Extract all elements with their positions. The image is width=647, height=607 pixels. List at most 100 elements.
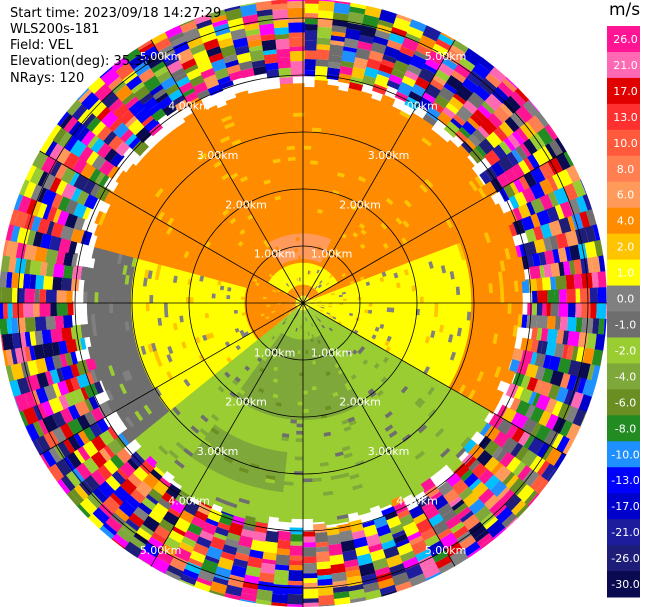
velocity-gate: [393, 312, 398, 319]
velocity-gate: [353, 297, 359, 301]
velocity-gate: [490, 240, 498, 254]
velocity-gate: [500, 356, 509, 371]
velocity-gate: [364, 111, 377, 120]
velocity-gate: [412, 221, 421, 231]
velocity-gate: [439, 356, 447, 367]
velocity-gate: [460, 294, 465, 305]
velocity-gate: [514, 303, 520, 316]
velocity-gate: [387, 298, 392, 304]
velocity-gate: [489, 293, 494, 305]
noise-gate: [167, 554, 188, 572]
noise-gate: [590, 303, 597, 321]
velocity-gate: [432, 354, 440, 364]
velocity-gate: [303, 174, 311, 179]
noise-gate: [60, 325, 73, 342]
noise-gate: [13, 208, 29, 229]
velocity-gate: [483, 221, 492, 234]
velocity-gate: [306, 383, 312, 388]
velocity-gate: [444, 142, 457, 155]
noise-gate: [46, 219, 56, 236]
noise-gate: [418, 34, 439, 52]
velocity-gate: [316, 296, 321, 299]
velocity-gate: [393, 199, 403, 208]
noise-gate: [162, 569, 181, 583]
velocity-gate: [370, 283, 375, 290]
noise-gate: [447, 496, 463, 509]
velocity-gate: [303, 90, 316, 95]
velocity-gate: [496, 344, 504, 358]
velocity-gate: [309, 178, 317, 184]
noise-gate: [89, 167, 103, 183]
noise-gate: [381, 599, 403, 607]
noise-gate: [313, 541, 329, 548]
noise-gate: [124, 114, 139, 128]
velocity-gate: [496, 303, 501, 315]
velocity-gate: [317, 205, 325, 211]
velocity-gate: [303, 229, 308, 234]
noise-gate: [189, 74, 207, 88]
noise-gate: [146, 535, 164, 550]
velocity-gate: [439, 222, 448, 233]
velocity-gate: [493, 250, 501, 264]
noise-gate: [498, 489, 516, 507]
velocity-gate: [306, 301, 311, 303]
velocity-gate: [344, 143, 356, 151]
noise-gate: [0, 253, 11, 273]
noise-gate: [200, 521, 218, 536]
velocity-gate: [469, 247, 477, 259]
noise-gate: [149, 530, 167, 545]
velocity-gate: [335, 93, 349, 100]
noise-gate: [390, 68, 407, 80]
velocity-gate: [459, 303, 465, 313]
noise-gate: [503, 493, 522, 513]
velocity-gate: [419, 257, 426, 266]
velocity-gate: [305, 292, 308, 297]
velocity-gate: [390, 307, 395, 314]
velocity-gate: [452, 343, 459, 354]
velocity-gate: [317, 289, 322, 294]
noise-gate: [388, 32, 407, 46]
noise-gate: [240, 524, 256, 532]
noise-gate: [569, 391, 584, 411]
velocity-gate: [445, 218, 454, 230]
velocity-gate: [398, 276, 404, 284]
velocity-gate: [476, 224, 485, 237]
velocity-gate: [321, 263, 326, 269]
noise-gate: [243, 565, 261, 578]
noise-gate: [149, 123, 164, 137]
velocity-gate: [466, 311, 472, 322]
noise-gate: [164, 82, 181, 96]
noise-gate: [536, 209, 552, 228]
velocity-gate: [319, 280, 323, 285]
velocity-gate: [323, 221, 330, 227]
velocity-gate: [393, 261, 400, 269]
noise-gate: [24, 257, 32, 275]
noise-gate: [564, 405, 579, 425]
noise-gate: [444, 514, 462, 531]
velocity-gate: [319, 285, 324, 290]
velocity-gate: [411, 166, 422, 177]
velocity-gate: [312, 289, 317, 293]
velocity-gate: [503, 292, 509, 305]
velocity-gate: [422, 166, 434, 178]
velocity-gate: [423, 303, 428, 311]
noise-gate: [6, 269, 13, 288]
noise-gate: [382, 54, 399, 65]
noise-gate: [121, 91, 138, 106]
velocity-gate: [488, 283, 494, 295]
noise-gate: [534, 352, 546, 369]
noise-gate: [398, 550, 416, 563]
velocity-gate: [389, 105, 403, 115]
noise-gate: [303, 40, 319, 51]
velocity-gate: [503, 259, 510, 273]
noise-gate: [24, 286, 36, 303]
velocity-gate: [461, 259, 469, 270]
velocity-gate: [416, 124, 430, 136]
velocity-gate: [337, 314, 342, 318]
noise-gate: [122, 43, 143, 63]
velocity-gate: [310, 300, 315, 302]
velocity-gate: [403, 319, 409, 326]
velocity-gate: [303, 269, 305, 274]
noise-gate: [559, 201, 574, 220]
velocity-gate: [309, 167, 319, 173]
